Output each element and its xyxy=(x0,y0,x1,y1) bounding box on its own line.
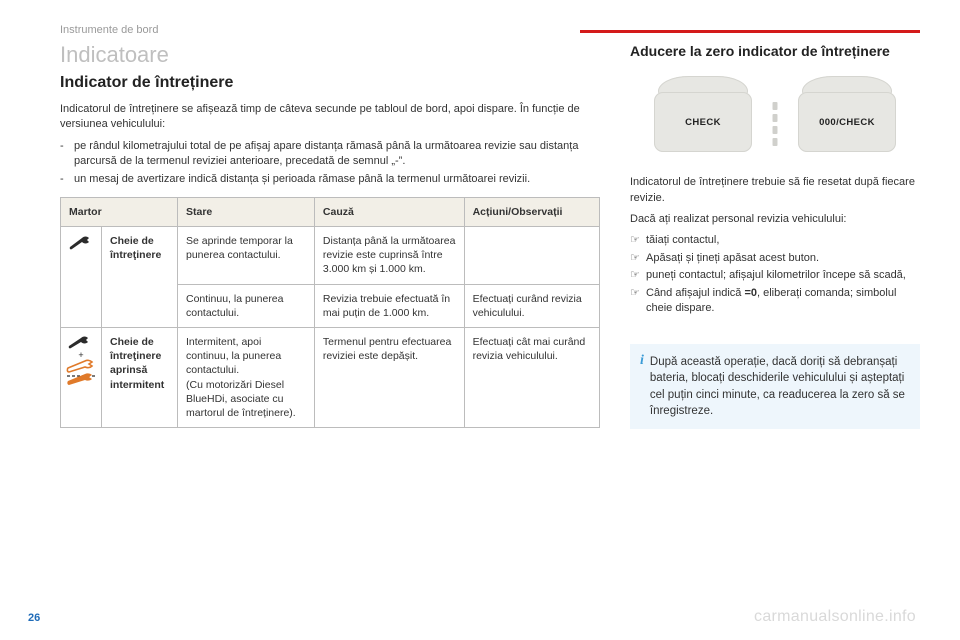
col-header: Acțiuni/Observații xyxy=(464,197,599,226)
step-bold-value: =0 xyxy=(744,287,757,299)
col-header: Martor xyxy=(61,197,178,226)
intro-bullets: -pe rândul kilometrajului total de pe af… xyxy=(60,139,600,187)
right-column: Aducere la zero indicator de întreținere… xyxy=(630,42,920,429)
cause-cell: Revizia trebuie efectuată în mai puțin d… xyxy=(314,284,464,327)
right-para-2: Dacă ați realizat personal revizia vehic… xyxy=(630,212,920,227)
section-subtitle: Indicator de întreținere xyxy=(60,74,600,92)
svg-text:+: + xyxy=(78,350,83,360)
center-buttons-icon xyxy=(773,102,778,146)
bullet-text: pe rândul kilometrajului total de pe afi… xyxy=(74,139,600,170)
indicator-icon-cell xyxy=(61,227,102,328)
action-cell xyxy=(464,227,599,285)
indicator-table: Martor Stare Cauză Acțiuni/Observații xyxy=(60,197,600,428)
left-column: Indicatoare Indicator de întreținere Ind… xyxy=(60,42,600,429)
col-header: Cauză xyxy=(314,197,464,226)
page-title: Indicatoare xyxy=(60,42,600,68)
state-cell: Se aprinde temporar la punerea contactul… xyxy=(178,227,315,285)
state-cell: Continuu, la punerea contactului. xyxy=(178,284,315,327)
right-title: Aducere la zero indicator de întreținere xyxy=(630,42,920,60)
indicator-label: Cheie de întreţinere xyxy=(102,227,178,328)
top-red-bar xyxy=(580,30,920,33)
step-marker: ☞ xyxy=(630,233,646,248)
info-note: i După această operație, dacă doriți să … xyxy=(630,344,920,428)
cause-cell: Distanța până la următoarea revizie este… xyxy=(314,227,464,285)
state-cell: Intermitent, apoi continuu, la punerea c… xyxy=(178,327,315,427)
page-number: 26 xyxy=(28,612,40,624)
panel-left-label: CHECK xyxy=(685,117,721,128)
col-header: Stare xyxy=(178,197,315,226)
right-para-1: Indicatorul de întreținere trebuie să fi… xyxy=(630,175,920,206)
table-row: + Cheie de întreţinere aprinsă intermite… xyxy=(61,327,600,427)
panel-right: 000/CHECK xyxy=(798,92,896,152)
watermark: carmanualsonline.info xyxy=(754,608,916,626)
step-text: tăiați contactul, xyxy=(646,233,920,248)
bullet-dash: - xyxy=(60,139,74,170)
dashboard-diagram: CHECK 000/CHECK xyxy=(630,70,920,165)
wrench-combo-icon: + xyxy=(65,334,97,386)
wrench-icon xyxy=(67,233,95,251)
reset-steps: ☞tăiați contactul, ☞Apăsați și țineți ap… xyxy=(630,233,920,316)
table-row: Cheie de întreţinere Se aprinde temporar… xyxy=(61,227,600,285)
intro-paragraph: Indicatorul de întreținere se afișează t… xyxy=(60,102,600,133)
action-cell: Efectuați curând revizia vehiculului. xyxy=(464,284,599,327)
bullet-dash: - xyxy=(60,172,74,187)
step-text: Apăsați și țineți apăsat acest buton. xyxy=(646,251,920,266)
cause-cell: Termenul pentru efectuarea reviziei este… xyxy=(314,327,464,427)
panel-right-label: 000/CHECK xyxy=(819,117,875,128)
step-marker: ☞ xyxy=(630,251,646,266)
info-note-text: După această operație, dacă doriți să de… xyxy=(650,354,910,418)
step-marker: ☞ xyxy=(630,268,646,283)
step-text: Când afișajul indică =0, eliberați coman… xyxy=(646,286,920,317)
indicator-label: Cheie de întreţinere aprinsă intermitent xyxy=(102,327,178,427)
panel-left: CHECK xyxy=(654,92,752,152)
info-icon: i xyxy=(640,354,644,418)
indicator-icon-cell: + xyxy=(61,327,102,427)
bullet-text: un mesaj de avertizare indică distanța ș… xyxy=(74,172,600,187)
step-text: puneți contactul; afișajul kilometrilor … xyxy=(646,268,920,283)
step-marker: ☞ xyxy=(630,286,646,317)
action-cell: Efectuați cât mai curând revizia vehicul… xyxy=(464,327,599,427)
